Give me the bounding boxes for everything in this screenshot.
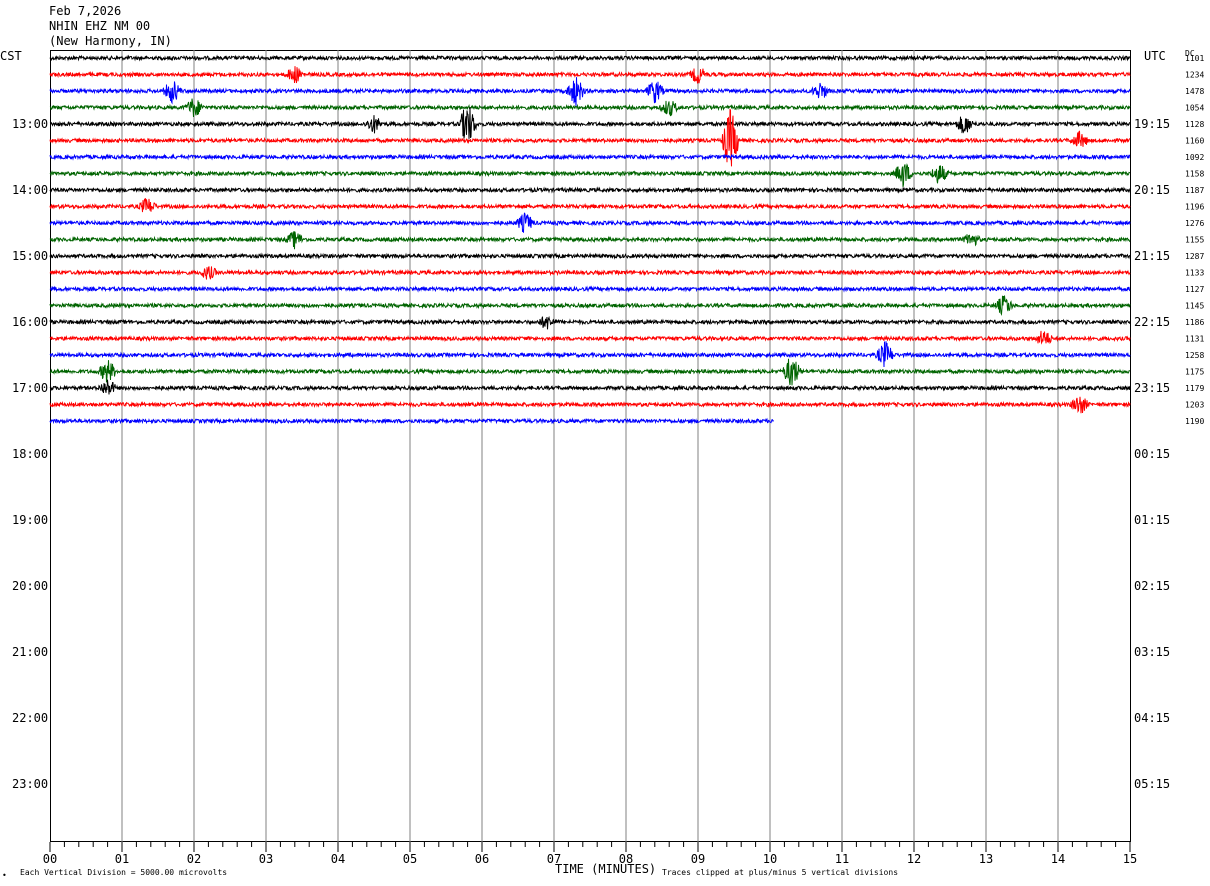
seismic-trace	[49, 379, 1131, 395]
x-tick-label: 14	[1051, 852, 1065, 866]
x-tick-label: 00	[43, 852, 57, 866]
cst-hour-label: 17:00	[12, 381, 48, 395]
dc-offset-label: 1186	[1185, 318, 1204, 327]
station-code: NHIN EHZ NM 00	[49, 19, 151, 33]
x-tick-label: 09	[691, 852, 705, 866]
dc-offset-label: 1234	[1185, 71, 1204, 80]
x-tick-label: 13	[979, 852, 993, 866]
seismic-trace	[49, 231, 1131, 250]
seismic-trace	[49, 186, 1131, 194]
dc-offset-label: 1196	[1185, 203, 1204, 212]
cst-hour-label: 19:00	[12, 513, 48, 527]
x-tick-label: 01	[115, 852, 129, 866]
seismic-trace	[49, 358, 1131, 386]
utc-hour-label: 03:15	[1134, 645, 1170, 659]
seismic-trace	[49, 153, 1131, 161]
seismic-trace	[49, 98, 1131, 118]
dc-offset-label: 1145	[1185, 302, 1204, 311]
dc-offset-header: DC	[1185, 49, 1195, 58]
x-tick-label: 05	[403, 852, 417, 866]
right-timezone-label: UTC	[1144, 49, 1166, 63]
plot-frame	[50, 50, 1131, 842]
x-tick-label: 12	[907, 852, 921, 866]
dc-offset-label: 1054	[1185, 104, 1204, 113]
seismic-trace	[49, 266, 1131, 280]
x-tick-label: 10	[763, 852, 777, 866]
cst-hour-label: 20:00	[12, 579, 48, 593]
dc-offset-label: 1155	[1185, 236, 1204, 245]
x-tick-label: 15	[1123, 852, 1137, 866]
cst-hour-label: 14:00	[12, 183, 48, 197]
seismic-trace	[49, 295, 1131, 316]
seismic-trace	[49, 77, 1131, 107]
utc-hour-label: 20:15	[1134, 183, 1170, 197]
station-location: (New Harmony, IN)	[49, 34, 172, 48]
seismic-trace	[49, 108, 1131, 167]
dc-offset-label: 1478	[1185, 87, 1204, 96]
seismic-trace	[49, 198, 1131, 213]
utc-hour-label: 05:15	[1134, 777, 1170, 791]
dc-offset-label: 1187	[1185, 186, 1204, 195]
dc-offset-label: 1175	[1185, 368, 1204, 377]
scale-note: Each Vertical Division = 5000.00 microvo…	[20, 868, 228, 877]
seismic-trace	[49, 285, 1131, 293]
utc-hour-label: 23:15	[1134, 381, 1170, 395]
x-tick-label: 02	[187, 852, 201, 866]
dc-offset-label: 1276	[1185, 219, 1204, 228]
corner-mark: •	[2, 871, 7, 880]
dc-offset-label: 1160	[1185, 137, 1204, 146]
dc-offset-label: 1128	[1185, 120, 1204, 129]
x-tick-label: 07	[547, 852, 561, 866]
utc-hour-label: 21:15	[1134, 249, 1170, 263]
dc-offset-label: 1131	[1185, 335, 1204, 344]
dc-offset-label: 1127	[1185, 285, 1204, 294]
seismic-trace	[49, 54, 1131, 62]
cst-hour-label: 15:00	[12, 249, 48, 263]
seismic-trace	[49, 66, 1131, 84]
clip-note: Traces clipped at plus/minus 5 vertical …	[662, 868, 899, 877]
dc-offset-label: 1203	[1185, 401, 1204, 410]
cst-hour-label: 16:00	[12, 315, 48, 329]
x-tick-label: 06	[475, 852, 489, 866]
utc-hour-label: 02:15	[1134, 579, 1170, 593]
cst-hour-label: 21:00	[12, 645, 48, 659]
dc-offset-label: 1101	[1185, 54, 1204, 63]
seismic-trace	[49, 330, 1131, 345]
dc-offset-label: 1287	[1185, 252, 1204, 261]
x-tick-label: 03	[259, 852, 273, 866]
seismic-trace	[49, 417, 774, 425]
left-timezone-label: CST	[0, 49, 22, 63]
x-tick-label: 04	[331, 852, 345, 866]
utc-hour-label: 19:15	[1134, 117, 1170, 131]
seismic-trace	[49, 252, 1131, 260]
utc-hour-label: 04:15	[1134, 711, 1170, 725]
x-axis-title: TIME (MINUTES)	[555, 862, 657, 876]
x-tick-label: 11	[835, 852, 849, 866]
seismic-trace	[49, 107, 1131, 139]
x-tick-label: 08	[619, 852, 633, 866]
record-date: Feb 7,2026	[49, 4, 122, 18]
seismic-trace	[49, 212, 1131, 233]
dc-offset-label: 1258	[1185, 351, 1204, 360]
utc-hour-label: 22:15	[1134, 315, 1170, 329]
seismic-trace	[49, 396, 1131, 414]
cst-hour-label: 18:00	[12, 447, 48, 461]
dc-offset-label: 1179	[1185, 384, 1204, 393]
dc-offset-label: 1092	[1185, 153, 1204, 162]
seismic-trace	[49, 341, 1131, 368]
dc-offset-label: 1158	[1185, 170, 1204, 179]
utc-hour-label: 00:15	[1134, 447, 1170, 461]
utc-hour-label: 01:15	[1134, 513, 1170, 527]
cst-hour-label: 23:00	[12, 777, 48, 791]
seismic-trace	[49, 315, 1131, 330]
cst-hour-label: 22:00	[12, 711, 48, 725]
dc-offset-label: 1133	[1185, 269, 1204, 278]
seismic-trace	[49, 163, 1131, 187]
cst-hour-label: 13:00	[12, 117, 48, 131]
dc-offset-label: 1190	[1185, 417, 1204, 426]
